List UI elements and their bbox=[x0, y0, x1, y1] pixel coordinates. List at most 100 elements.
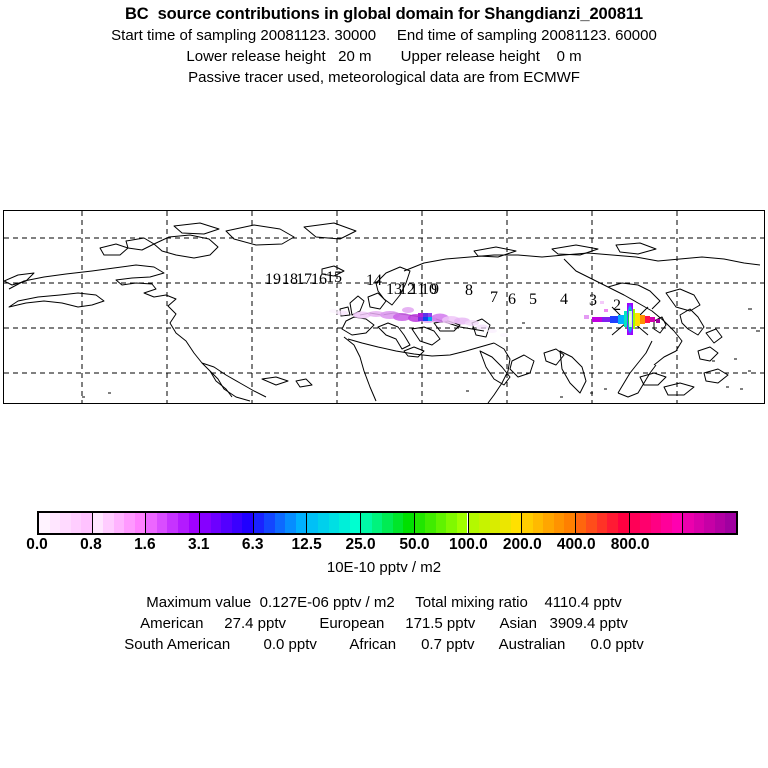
world-map-panel: 19 18 17 16 15 14 13 12 11 10 9 8 7 6 5 4 3 2 bbox=[3, 210, 765, 404]
colorbar-segment-10 bbox=[575, 513, 630, 533]
colorbar-subband bbox=[543, 513, 554, 533]
colorbar-subband bbox=[704, 513, 715, 533]
trajectory-label-14: 14 bbox=[366, 272, 382, 289]
colorbar-subband bbox=[522, 513, 533, 533]
colorbar-segment-6 bbox=[361, 513, 415, 533]
colorbar-subband bbox=[640, 513, 651, 533]
colorbar-tick-3: 3.1 bbox=[187, 536, 210, 553]
world-map-svg bbox=[4, 211, 764, 403]
trajectory-label-13: 13 bbox=[386, 281, 402, 298]
colorbar-tick-0: 0.0 bbox=[26, 536, 48, 553]
colorbar-subband bbox=[81, 513, 92, 533]
colorbar-subband bbox=[167, 513, 178, 533]
colorbar-subband bbox=[683, 513, 694, 533]
colorbar-subband bbox=[49, 513, 61, 533]
release-height-line: Lower release height 20 m Upper release … bbox=[186, 48, 582, 65]
stat-line-regions-1: American 27.4 pptv European 171.5 pptv A… bbox=[140, 615, 628, 632]
colorbar-tick-5: 12.5 bbox=[291, 536, 322, 553]
colorbar-subband bbox=[361, 513, 372, 533]
colorbar-segment-5 bbox=[307, 513, 362, 533]
colorbar-subband bbox=[231, 513, 243, 533]
colorbar-tick-7: 50.0 bbox=[399, 536, 430, 553]
colorbar-tick-2: 1.6 bbox=[134, 536, 156, 553]
colorbar-subband bbox=[468, 513, 480, 533]
colorbar-subband bbox=[607, 513, 618, 533]
colorbar-subband bbox=[103, 513, 114, 533]
colorbar-tick-labels: 0.0 0.8 1.6 3.1 6.3 12.5 25.0 50.0 100.0 200.0 400… bbox=[0, 536, 768, 556]
colorbar-subband bbox=[188, 513, 200, 533]
colorbar-subband bbox=[553, 513, 565, 533]
colorbar-subband bbox=[210, 513, 222, 533]
colorbar-subband bbox=[382, 513, 393, 533]
trajectory-label-4: 4 bbox=[560, 291, 568, 308]
colorbar-segment-12 bbox=[683, 513, 736, 533]
colorbar-segment-9 bbox=[522, 513, 576, 533]
colorbar-segment-8 bbox=[468, 513, 523, 533]
plume-field-europe bbox=[329, 307, 508, 337]
colorbar-tick-6: 25.0 bbox=[345, 536, 376, 553]
colorbar-subband bbox=[661, 513, 672, 533]
colorbar-tick-1: 0.8 bbox=[80, 536, 102, 553]
colorbar-subband bbox=[403, 513, 414, 533]
trajectory-label-8: 8 bbox=[465, 282, 473, 299]
colorbar-subband bbox=[510, 513, 522, 533]
trajectory-label-10: 10 bbox=[421, 281, 437, 298]
colorbar-subband bbox=[242, 513, 253, 533]
colorbar-subband bbox=[317, 513, 329, 533]
colorbar-segment-4 bbox=[253, 513, 308, 533]
colorbar-subband bbox=[479, 513, 490, 533]
colorbar-subband bbox=[307, 513, 318, 533]
stat-line-maximum: Maximum value 0.127E-06 pptv / m2 Total … bbox=[146, 594, 622, 611]
colorbar-subband bbox=[564, 513, 575, 533]
colorbar-subband bbox=[60, 513, 71, 533]
colorbar-tick-4: 6.3 bbox=[241, 536, 264, 553]
colorbar-subband bbox=[714, 513, 726, 533]
colorbar-segment-1 bbox=[92, 513, 147, 533]
colorbar-segment-7 bbox=[414, 513, 469, 533]
page-title: BC source contributions in global domain… bbox=[124, 5, 644, 23]
trajectory-label-9: 9 bbox=[431, 281, 439, 298]
colorbar-subband bbox=[146, 513, 157, 533]
colorbar-subband bbox=[446, 513, 457, 533]
colorbar-subband bbox=[39, 513, 50, 533]
colorbar-subband bbox=[489, 513, 501, 533]
colorbar-subband bbox=[177, 513, 189, 533]
colorbar-subband bbox=[328, 513, 340, 533]
colorbar-axis-title: 10E-10 pptv / m2 bbox=[326, 559, 442, 576]
colorbar-subband bbox=[156, 513, 168, 533]
colorbar-subband bbox=[200, 513, 211, 533]
trajectory-label-15: 15 bbox=[326, 269, 342, 286]
colorbar-segment-2 bbox=[146, 513, 201, 533]
colorbar-subband bbox=[285, 513, 296, 533]
trajectory-label-17: 17 bbox=[296, 271, 312, 288]
colorbar-subband bbox=[253, 513, 265, 533]
colorbar-subband bbox=[693, 513, 705, 533]
colorbar-subband bbox=[456, 513, 468, 533]
trajectory-label-12: 12 bbox=[399, 281, 415, 298]
trajectory-label-6: 6 bbox=[508, 291, 516, 308]
colorbar-wrapper bbox=[37, 511, 738, 535]
trajectory-label-16: 16 bbox=[311, 271, 327, 288]
colorbar-tick-9: 200.0 bbox=[502, 536, 542, 553]
map-coastlines bbox=[4, 222, 761, 403]
colorbar-subband bbox=[629, 513, 641, 533]
colorbar-tick-8: 100.0 bbox=[448, 536, 488, 553]
colorbar-subband bbox=[500, 513, 511, 533]
colorbar-subband bbox=[618, 513, 629, 533]
colorbar-subband bbox=[70, 513, 82, 533]
colorbar-subband bbox=[92, 513, 104, 533]
colorbar-subband bbox=[725, 513, 736, 533]
statistics-block: Maximum value 0.127E-06 pptv / m2 Total … bbox=[0, 592, 768, 655]
colorbar-subband bbox=[586, 513, 597, 533]
colorbar-subband bbox=[435, 513, 447, 533]
colorbar-tick-11: 800.0 bbox=[610, 536, 650, 553]
map-gridlines bbox=[4, 211, 764, 403]
colorbar-subband bbox=[596, 513, 608, 533]
colorbar-subband bbox=[414, 513, 426, 533]
colorbar-subband bbox=[124, 513, 135, 533]
release-hotspot bbox=[584, 301, 660, 336]
colorbar-subband bbox=[113, 513, 125, 533]
colorbar-subband bbox=[221, 513, 232, 533]
trajectory-label-11: 11 bbox=[410, 281, 426, 298]
trajectory-label-2: 2 bbox=[613, 297, 621, 314]
